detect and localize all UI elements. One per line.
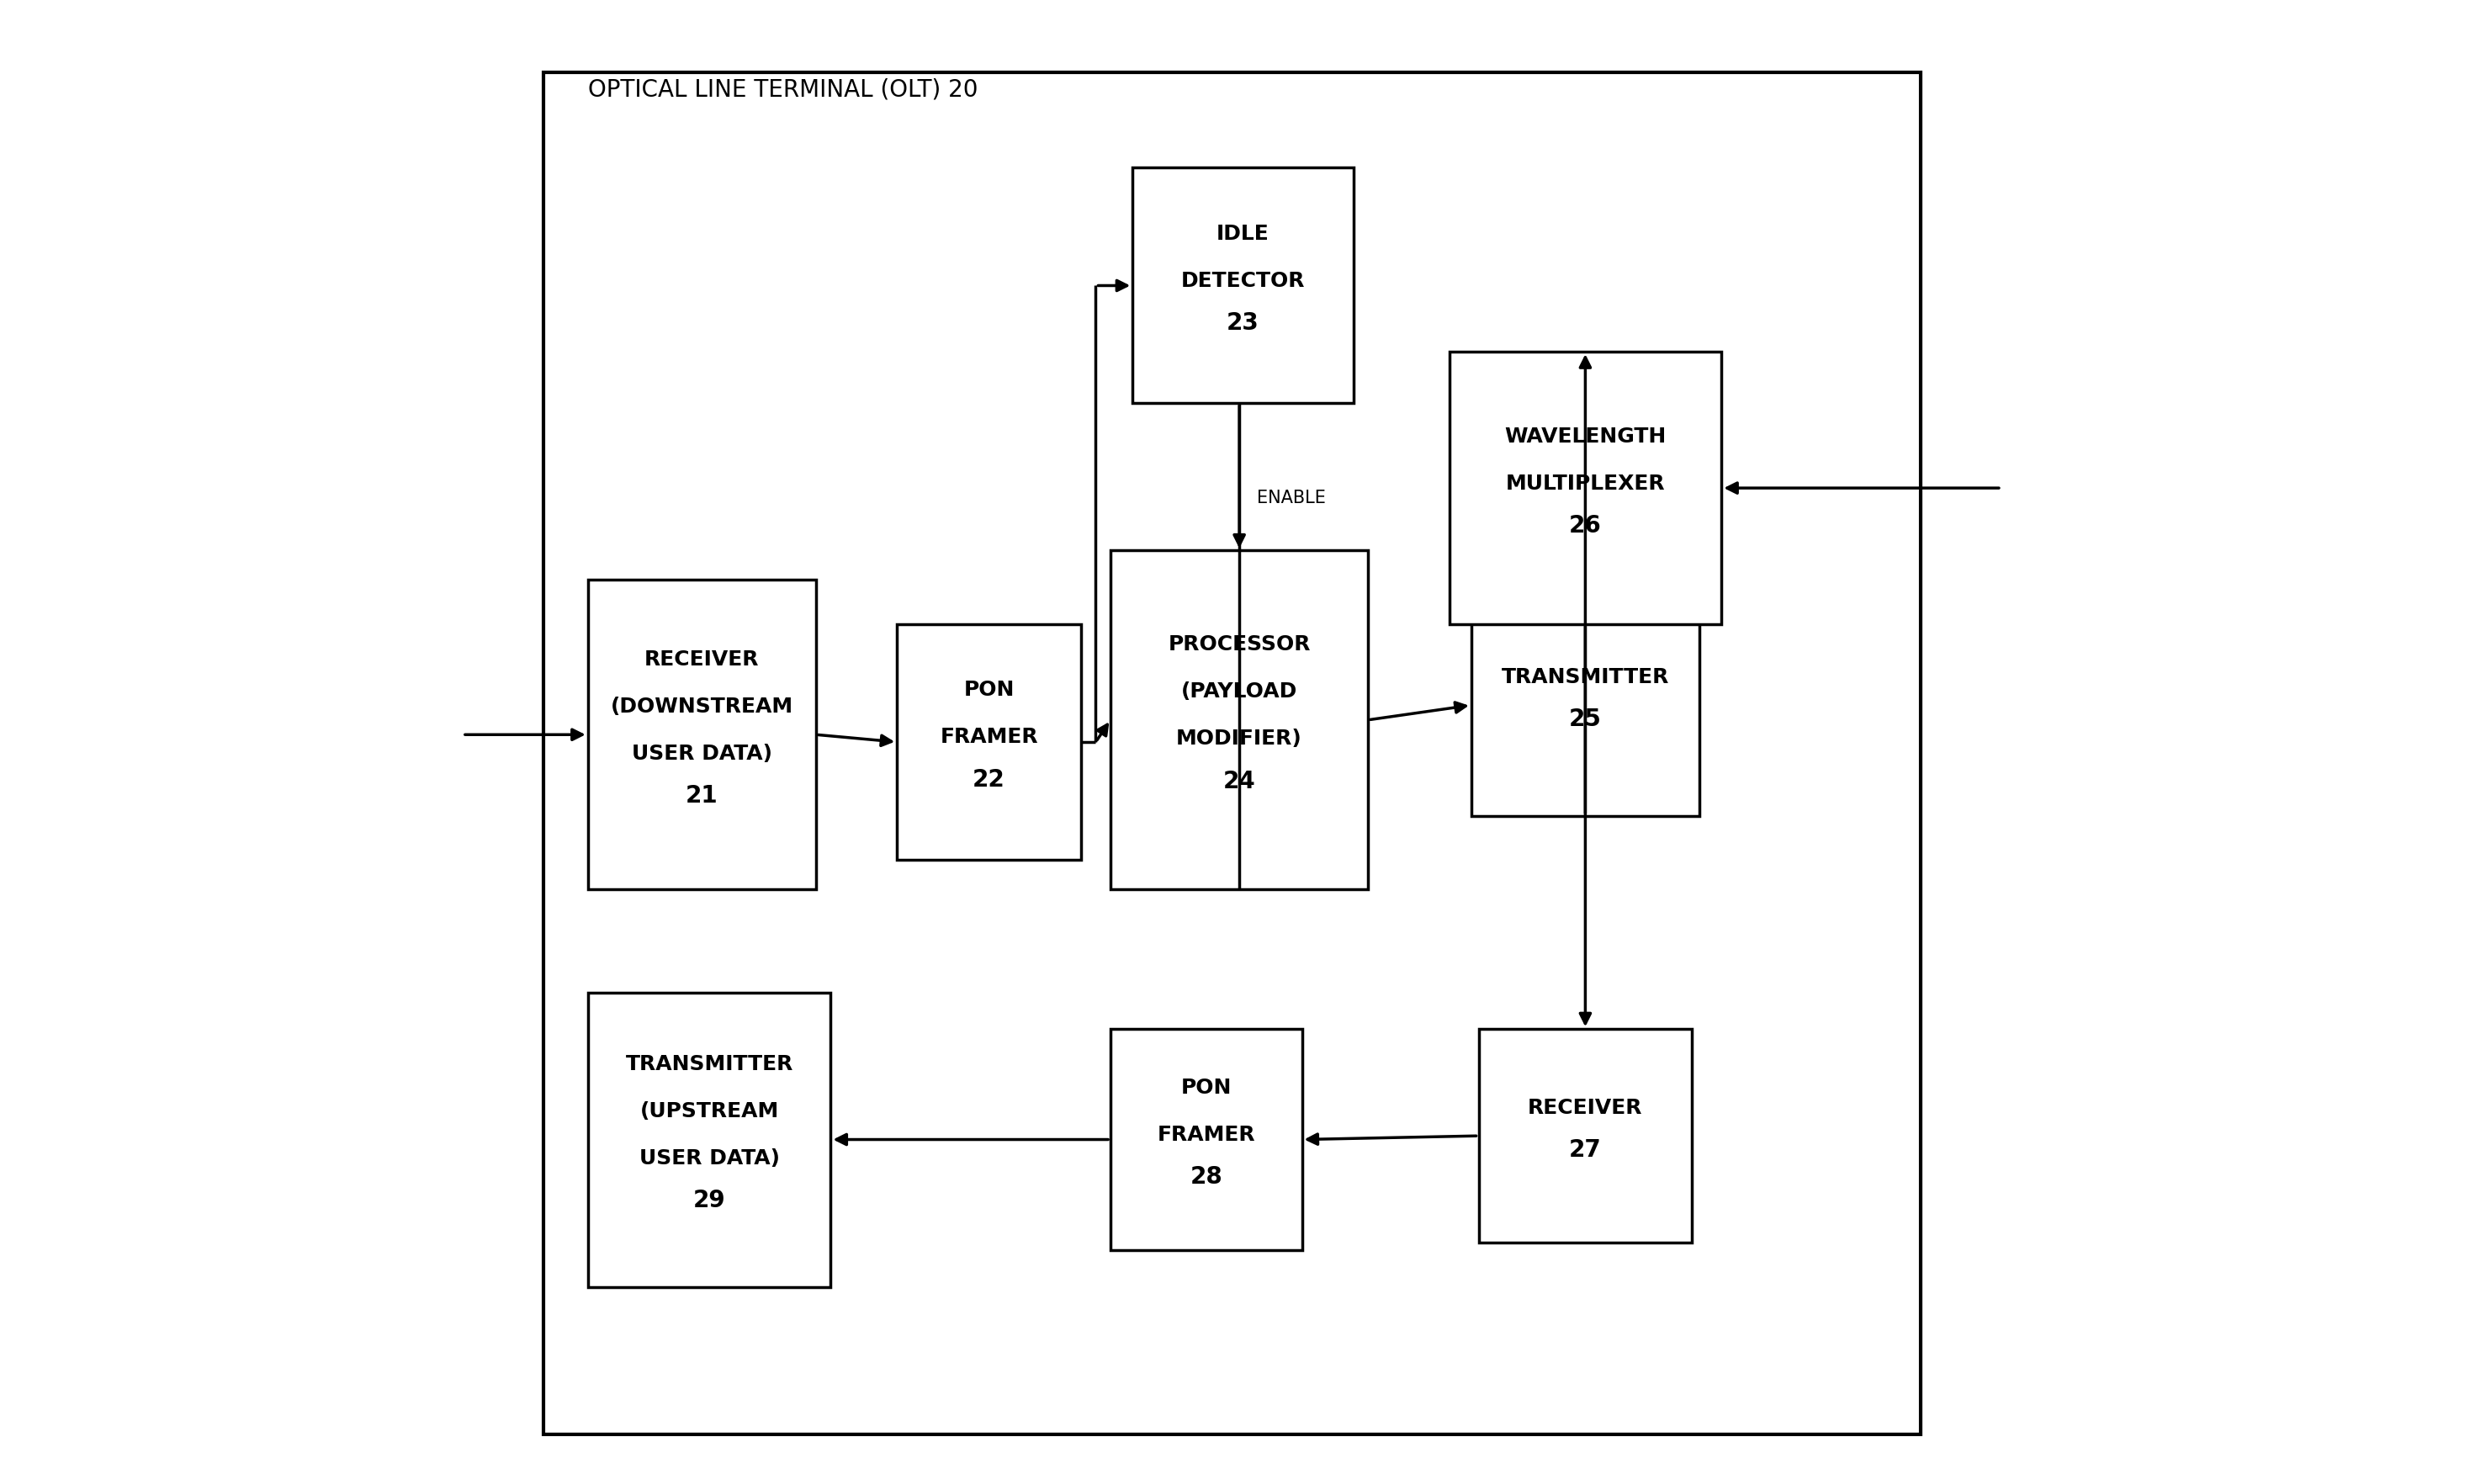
Text: 22: 22 bbox=[972, 767, 1004, 791]
Text: FRAMER: FRAMER bbox=[1156, 1125, 1255, 1146]
Text: USER DATA): USER DATA) bbox=[631, 743, 773, 764]
Text: 29: 29 bbox=[694, 1189, 726, 1212]
Text: 27: 27 bbox=[1569, 1138, 1601, 1162]
Text: 21: 21 bbox=[686, 784, 718, 807]
Text: RECEIVER: RECEIVER bbox=[1529, 1098, 1643, 1117]
Text: (UPSTREAM: (UPSTREAM bbox=[639, 1101, 778, 1122]
Bar bbox=[897, 625, 1081, 859]
Text: IDLE: IDLE bbox=[1216, 224, 1270, 243]
Text: 24: 24 bbox=[1223, 769, 1255, 792]
Text: MODIFIER): MODIFIER) bbox=[1176, 729, 1303, 749]
Text: PROCESSOR: PROCESSOR bbox=[1168, 635, 1310, 654]
Bar bbox=[587, 580, 815, 889]
Bar bbox=[587, 993, 830, 1287]
Bar bbox=[1134, 168, 1352, 404]
Text: RECEIVER: RECEIVER bbox=[644, 649, 758, 669]
Text: USER DATA): USER DATA) bbox=[639, 1149, 781, 1168]
Bar bbox=[1111, 551, 1367, 889]
Text: MULTIPLEXER: MULTIPLEXER bbox=[1507, 473, 1666, 493]
Text: ENABLE: ENABLE bbox=[1258, 490, 1325, 506]
Text: DETECTOR: DETECTOR bbox=[1181, 270, 1305, 291]
Text: WAVELENGTH: WAVELENGTH bbox=[1504, 426, 1666, 447]
Text: 26: 26 bbox=[1569, 513, 1601, 537]
Bar bbox=[1479, 1028, 1693, 1242]
Text: 25: 25 bbox=[1569, 708, 1601, 732]
Text: 28: 28 bbox=[1191, 1165, 1223, 1189]
Text: PON: PON bbox=[965, 680, 1014, 700]
Text: (DOWNSTREAM: (DOWNSTREAM bbox=[612, 696, 793, 717]
Bar bbox=[1111, 1028, 1303, 1250]
Text: 23: 23 bbox=[1226, 312, 1260, 335]
Text: OPTICAL LINE TERMINAL (OLT) 20: OPTICAL LINE TERMINAL (OLT) 20 bbox=[587, 79, 977, 101]
Text: PON: PON bbox=[1181, 1077, 1231, 1098]
Text: FRAMER: FRAMER bbox=[940, 727, 1039, 748]
Text: TRANSMITTER: TRANSMITTER bbox=[626, 1054, 793, 1074]
Bar bbox=[1449, 352, 1720, 625]
Text: TRANSMITTER: TRANSMITTER bbox=[1502, 666, 1668, 687]
Bar bbox=[1472, 595, 1700, 816]
Text: (PAYLOAD: (PAYLOAD bbox=[1181, 681, 1298, 702]
